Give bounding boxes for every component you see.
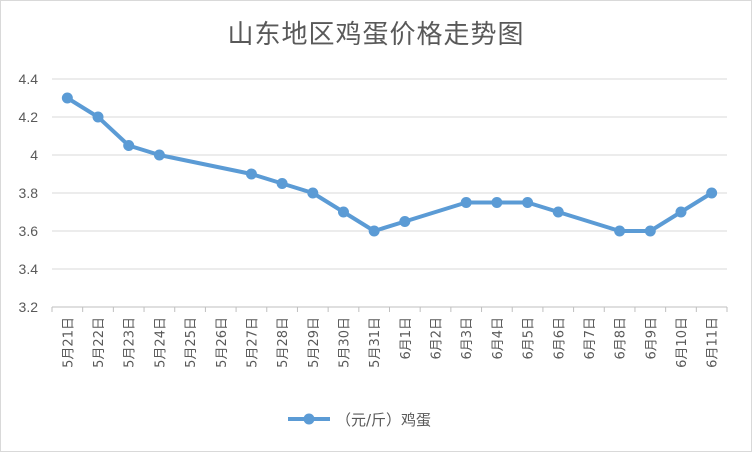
data-point: [153, 149, 165, 161]
data-point: [460, 197, 472, 208]
y-tick-label: 3.2: [19, 299, 39, 315]
x-tick-label: 5月30日: [337, 317, 352, 368]
data-point: [675, 206, 687, 218]
x-tick-label: 6月7日: [583, 317, 598, 360]
chart-title: 山东地区鸡蛋价格走势图: [227, 20, 525, 50]
data-point: [337, 206, 349, 218]
x-axis: [51, 306, 728, 312]
series-line: [65, 96, 714, 233]
x-tick-label: 5月24日: [153, 317, 168, 368]
y-axis-ticks: 3.2 3.4 3.6 3.8 4 4.2 4.4: [19, 71, 39, 315]
x-tick-label: 5月22日: [92, 317, 107, 368]
x-tick-label: 6月5日: [522, 317, 537, 360]
x-tick-label: 6月4日: [491, 317, 506, 360]
x-tick-label: 5月29日: [307, 317, 322, 368]
x-tick-label: 6月2日: [430, 317, 445, 360]
x-tick-label: 5月31日: [368, 317, 383, 368]
data-point: [245, 168, 257, 180]
data-point: [307, 187, 319, 199]
y-tick-label: 3.4: [19, 261, 39, 277]
data-point: [399, 216, 411, 227]
legend: （元/斤）鸡蛋: [288, 411, 431, 429]
data-point: [706, 187, 718, 199]
x-tick-label: 5月26日: [215, 317, 230, 368]
x-axis-ticks: 5月21日 5月22日 5月23日 5月24日 5月25日 5月26日 5月27日 5月28日…: [61, 317, 720, 368]
data-point: [61, 92, 73, 104]
data-point: [644, 225, 656, 237]
data-point: [491, 197, 503, 208]
legend-label: （元/斤）鸡蛋: [336, 411, 431, 429]
data-point: [522, 197, 534, 208]
data-point: [123, 140, 135, 151]
y-tick-label: 4: [30, 147, 38, 163]
x-tick-label: 6月8日: [614, 317, 629, 360]
y-tick-label: 4.4: [19, 71, 39, 87]
x-tick-label: 5月25日: [184, 317, 199, 368]
x-tick-label: 6月11日: [706, 317, 721, 368]
data-point: [552, 206, 564, 218]
x-tick-label: 5月21日: [61, 317, 76, 368]
y-tick-label: 3.8: [19, 185, 39, 201]
y-tick-label: 3.6: [19, 223, 39, 239]
legend-marker: [303, 413, 315, 425]
x-tick-label: 6月10日: [675, 317, 690, 368]
x-tick-label: 6月1日: [399, 317, 414, 360]
x-tick-label: 5月27日: [245, 317, 260, 368]
x-tick-label: 6月9日: [644, 317, 659, 360]
x-tick-label: 6月6日: [552, 317, 567, 360]
x-tick-label: 5月23日: [123, 317, 138, 368]
data-point: [276, 178, 288, 189]
y-tick-label: 4.2: [19, 109, 39, 125]
x-tick-label: 6月3日: [460, 317, 475, 360]
grid-lines: [52, 78, 727, 270]
data-point: [92, 111, 104, 123]
series-layer: [61, 92, 718, 237]
x-tick-label: 5月28日: [276, 317, 291, 368]
data-point: [368, 225, 380, 237]
data-point: [614, 225, 626, 237]
